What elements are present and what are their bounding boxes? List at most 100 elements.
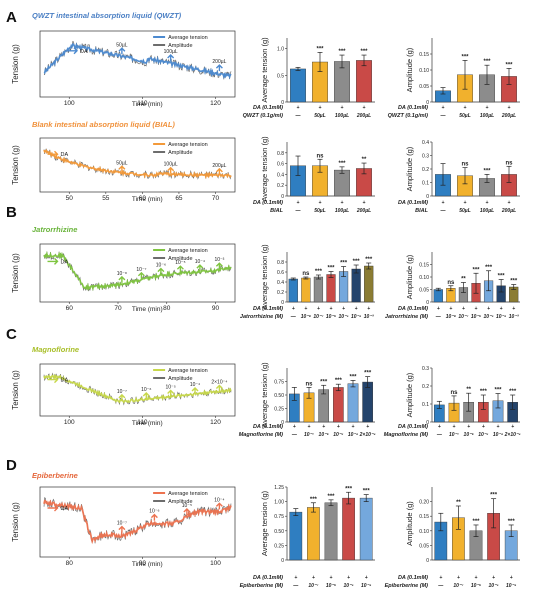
dose-annotation: 100µL — [164, 162, 178, 168]
y-tick-label: 0 — [281, 194, 284, 200]
bar-y-label: Amplitude (g) — [405, 501, 414, 546]
treatment-cell: + — [437, 306, 440, 312]
treatment-cell: + — [317, 306, 320, 312]
trace-x-tick-label: 120 — [210, 100, 221, 107]
trace-title: Magnoflorine — [32, 345, 79, 354]
bar-y-label: Amplitude (g) — [405, 372, 414, 417]
trace-x-tick-label: 55 — [102, 195, 110, 202]
trace-x-tick-label: 100 — [210, 560, 221, 567]
bar — [351, 268, 361, 303]
dose-annotation: 2×10⁻⁴ — [211, 380, 227, 386]
y-tick-label: 0.6 — [277, 270, 284, 276]
significance-label: *** — [360, 49, 368, 55]
treatment-cell: — — [291, 432, 298, 438]
trace-frame — [39, 486, 236, 558]
trace-x-tick-label: 120 — [210, 419, 221, 426]
y-tick-label: 0 — [281, 558, 284, 564]
treatment-row-label: DA (0.1mM) — [253, 306, 283, 312]
dose-arrow-icon — [167, 53, 175, 61]
treatment-cell: + — [367, 306, 370, 312]
y-tick-label: 0.4 — [277, 280, 284, 286]
da-annotation: DA — [61, 152, 69, 158]
panel-c-row-1: C Magnoflorine Tension (g) Time (min) 100 110… — [6, 326, 521, 438]
significance-label: *** — [505, 62, 513, 68]
trace-x-tick-label: 90 — [139, 560, 147, 567]
treatment-cell: + — [482, 424, 485, 430]
treatment-cell: 10⁻⁶ — [326, 583, 336, 589]
y-tick-label: 0.10 — [419, 68, 429, 74]
treatment-cell: 2×10⁻⁴ — [359, 432, 376, 438]
treatment-cell: + — [293, 424, 296, 430]
da-annotation: DA — [80, 49, 88, 55]
trace-y-label: Tension (g) — [11, 253, 20, 293]
bar-y-label: Average tension (g) — [260, 490, 269, 556]
dose-arrow-icon — [142, 391, 150, 399]
bar — [326, 274, 336, 303]
treatment-cell: 10⁻⁸ — [446, 314, 456, 320]
y-tick-label: 0 — [426, 300, 429, 306]
dose-annotation: 50µL — [116, 160, 127, 166]
significance-label: ns — [505, 160, 513, 166]
treatment-cell: 10⁻³ — [364, 314, 374, 320]
legend-label-amplitude: Amplitude — [168, 376, 192, 382]
significance-label: *** — [461, 54, 469, 60]
significance-label: ** — [456, 500, 461, 506]
dose-annotation: 10⁻⁶ — [141, 387, 151, 393]
treatment-cell: + — [297, 200, 300, 206]
dose-annotation: 10⁻⁸ — [117, 271, 127, 277]
trace-x-tick-label: 65 — [175, 195, 183, 202]
treatment-row-label: Epiberberine (M) — [240, 583, 284, 589]
y-tick-label: 0.05 — [419, 84, 429, 90]
significance-label: *** — [316, 46, 324, 52]
da-arrow-icon — [47, 150, 59, 158]
y-tick-label: 0.75 — [274, 514, 284, 520]
treatment-row-label: DA (0.1mM) — [398, 200, 428, 206]
trace-title: Jatrorrhizine — [32, 225, 77, 234]
treatment-cell: + — [363, 105, 366, 111]
y-tick-label: 0.8 — [277, 260, 284, 266]
dose-arrow-icon — [215, 262, 223, 270]
dose-arrow-icon — [118, 165, 126, 173]
treatment-cell: 200µL — [356, 208, 371, 214]
legend-label-average-tension: Average tension — [168, 368, 208, 374]
y-tick-label: 0.1 — [422, 181, 429, 187]
treatment-cell: 10⁻⁷ — [458, 314, 468, 320]
treatment-cell: 10⁻⁴ — [493, 432, 503, 438]
treatment-cell: + — [297, 105, 300, 111]
bar — [289, 511, 303, 561]
dose-annotation: 10⁻⁷ — [117, 521, 127, 527]
dose-arrow-icon — [157, 267, 165, 275]
treatment-cell: + — [487, 306, 490, 312]
treatment-cell: + — [511, 424, 514, 430]
dose-annotation: 200µL — [212, 59, 226, 65]
significance-label: *** — [353, 259, 361, 265]
treatment-cell: — — [440, 113, 447, 119]
significance-label: *** — [494, 388, 502, 394]
legend-label-amplitude: Amplitude — [168, 499, 192, 505]
y-tick-label: 0 — [281, 100, 284, 106]
treatment-cell: + — [312, 575, 315, 581]
trace-y-label: Tension (g) — [11, 370, 20, 410]
treatment-cell: + — [500, 306, 503, 312]
treatment-cell: + — [366, 424, 369, 430]
significance-label: *** — [508, 519, 516, 525]
treatment-cell: 50µL — [459, 113, 471, 119]
treatment-cell: + — [308, 424, 311, 430]
treatment-row-label: DA (0.1mM) — [398, 575, 428, 581]
bar — [364, 265, 374, 303]
bar — [333, 387, 344, 423]
treatment-cell: + — [508, 105, 511, 111]
legend-label-amplitude: Amplitude — [168, 256, 192, 262]
treatment-cell: + — [442, 105, 445, 111]
panel-a-row-2: Blank intestinal absorption liquid (BIAL… — [11, 120, 520, 214]
legend-label-amplitude: Amplitude — [168, 43, 192, 49]
panel-letter: A — [6, 9, 17, 26]
treatment-cell: + — [475, 306, 478, 312]
trace-title: Epiberberine — [32, 471, 78, 480]
significance-label: *** — [483, 59, 491, 65]
bar — [301, 277, 311, 303]
trace-title: Blank intestinal absorption liquid (BIAL… — [32, 120, 175, 129]
dose-arrow-icon — [191, 387, 199, 395]
treatment-cell: + — [449, 306, 452, 312]
